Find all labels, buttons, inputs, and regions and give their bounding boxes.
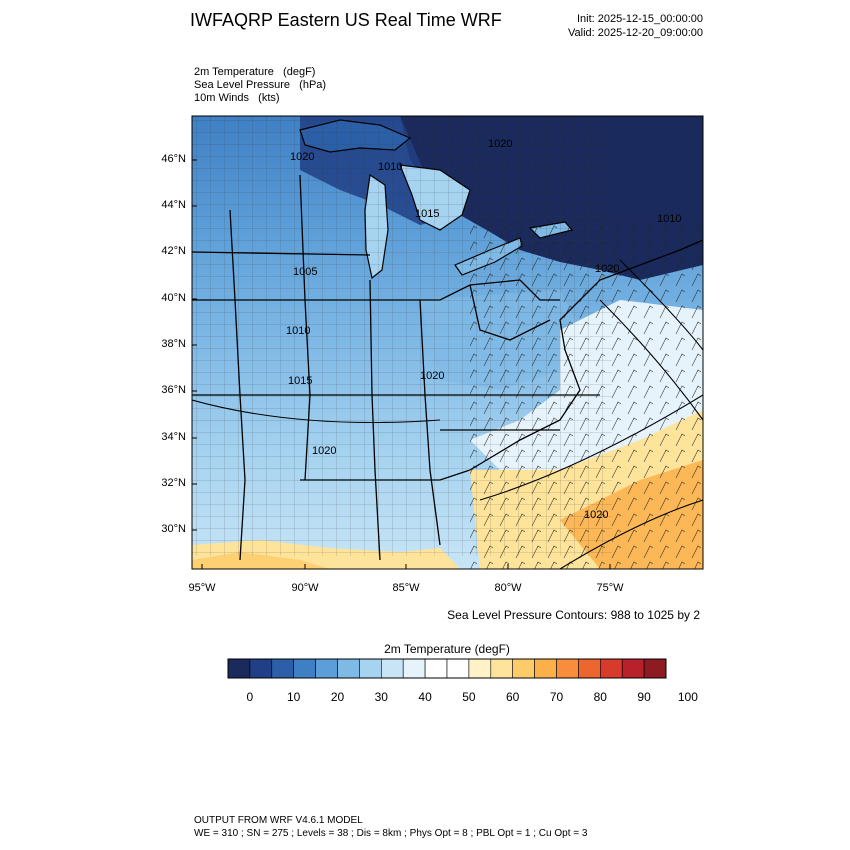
colorbar-tick-label: 90 — [637, 690, 651, 704]
colorbar — [227, 658, 667, 679]
colorbar-swatch — [490, 658, 513, 679]
colorbar-tick-label: 30 — [374, 690, 388, 704]
isobar-label: 1020 — [312, 445, 336, 457]
footer-config: WE = 310 ; SN = 275 ; Levels = 38 ; Dis … — [194, 828, 588, 839]
colorbar-swatch — [534, 658, 557, 679]
lat-label: 34°N — [161, 431, 186, 443]
isobar-label: 1015 — [288, 375, 312, 387]
lon-label: 75°W — [596, 582, 624, 594]
colorbar-title: 2m Temperature (degF) — [384, 642, 510, 656]
lat-label: 42°N — [161, 245, 186, 257]
isobar-label: 1010 — [657, 213, 681, 225]
colorbar-tick-label: 80 — [593, 690, 607, 704]
colorbar-swatch — [578, 658, 601, 679]
colorbar-tick-label: 60 — [506, 690, 520, 704]
colorbar-swatch — [337, 658, 360, 679]
valid-time: Valid: 2025-12-20_09:00:00 — [568, 27, 703, 39]
isobar-label: 1015 — [415, 208, 439, 220]
colorbar-swatch — [468, 658, 492, 679]
lon-label: 85°W — [392, 582, 420, 594]
colorbar-tick-label: 40 — [418, 690, 432, 704]
map-title: IWFAQRP Eastern US Real Time WRF — [190, 10, 502, 30]
map-frame — [191, 115, 704, 570]
isobar-label: 1020 — [420, 370, 444, 382]
colorbar-swatch — [359, 658, 382, 679]
lat-label: 46°N — [161, 153, 186, 165]
colorbar-tick-label: 100 — [677, 690, 698, 704]
lon-label: 95°W — [188, 582, 216, 594]
isobar-label: 1020 — [488, 138, 512, 150]
state-borders — [192, 174, 703, 561]
lon-ticks — [201, 564, 611, 569]
contour-note: Sea Level Pressure Contours: 988 to 1025… — [447, 608, 700, 622]
colorbar-tick-label: 50 — [462, 690, 476, 704]
colorbar-swatch — [227, 658, 251, 679]
colorbar-tick-label: 20 — [330, 690, 345, 704]
lat-label: 30°N — [161, 523, 186, 535]
lon-label: 90°W — [291, 582, 319, 594]
colorbar-swatch — [249, 658, 273, 679]
isobar-labels: 1020 1010 1020 1015 1010 1005 1020 1010 … — [286, 138, 681, 521]
colorbar-swatch — [293, 658, 316, 679]
field-winds: 10m Winds (kts) — [194, 92, 280, 104]
lat-label: 36°N — [161, 384, 186, 396]
field-pressure: Sea Level Pressure (hPa) — [194, 79, 327, 91]
footer-model: OUTPUT FROM WRF V4.6.1 MODEL — [194, 815, 363, 826]
isobars — [192, 259, 703, 569]
colorbar-swatch — [621, 658, 645, 679]
lat-label: 38°N — [161, 338, 186, 350]
isobar-label: 1020 — [290, 151, 314, 163]
colorbar-tick-label: 10 — [287, 690, 301, 704]
lat-label: 32°N — [161, 477, 186, 489]
colorbar-swatch — [512, 658, 535, 679]
colorbar-tick-label: 0 — [246, 690, 254, 704]
isobar-label: 1010 — [286, 325, 310, 337]
init-time: Init: 2025-12-15_00:00:00 — [577, 13, 703, 25]
colorbar-swatch — [446, 658, 470, 679]
lon-label: 80°W — [494, 582, 522, 594]
isobar-label: 1020 — [584, 509, 608, 521]
lat-ticks — [192, 159, 197, 531]
colorbar-swatch — [271, 658, 294, 679]
lat-label: 40°N — [161, 292, 186, 304]
colorbar-frame — [227, 658, 667, 679]
lat-label: 44°N — [161, 199, 186, 211]
colorbar-tick-label: 70 — [549, 690, 564, 704]
colorbar-swatch — [599, 658, 623, 679]
gulf-hot — [192, 552, 330, 569]
isobar-label: 1005 — [293, 266, 317, 278]
colorbar-swatch — [315, 658, 338, 679]
colorbar-swatch — [424, 658, 448, 679]
isobar-label: 1020 — [595, 263, 619, 275]
colorbar-swatch — [643, 658, 667, 679]
colorbar-swatch — [556, 658, 579, 679]
field-temperature: 2m Temperature (degF) — [194, 66, 316, 78]
isobar-label: 1010 — [378, 161, 402, 173]
colorbar-swatch — [380, 658, 404, 679]
colorbar-swatch — [402, 658, 426, 679]
